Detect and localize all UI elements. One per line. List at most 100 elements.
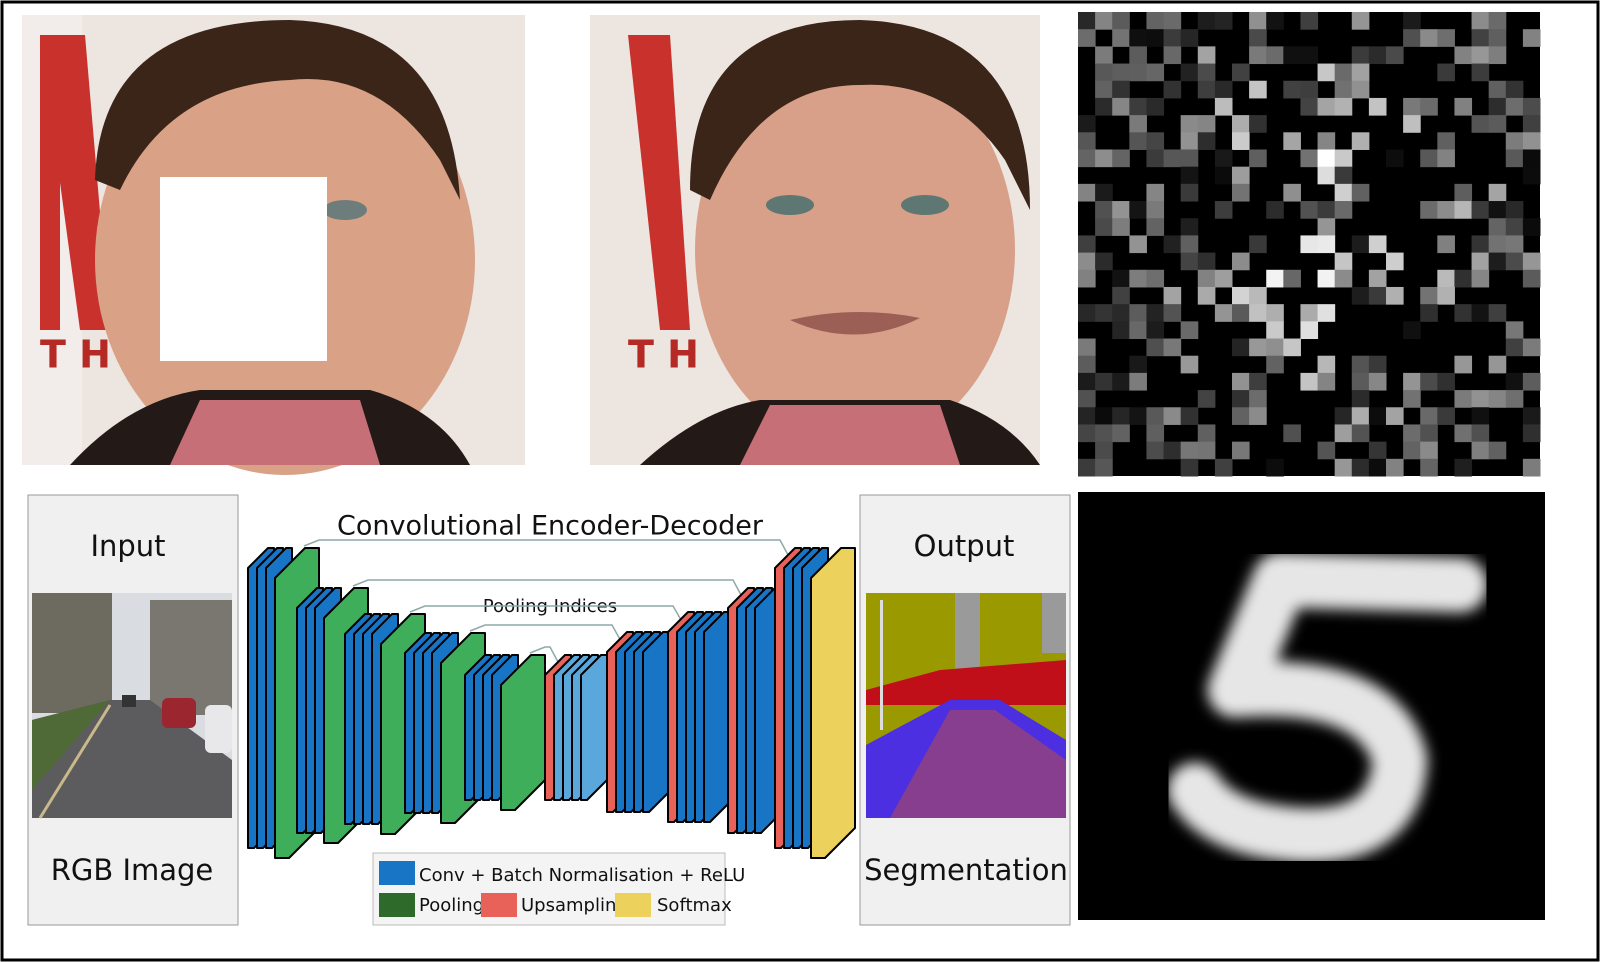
noise-cell xyxy=(1488,355,1507,374)
noise-cell xyxy=(1078,132,1096,150)
noise-cell xyxy=(1351,63,1370,82)
noise-cell xyxy=(1112,149,1130,168)
noise-cell xyxy=(1232,166,1250,185)
pooling-link xyxy=(529,646,566,676)
noise-cell xyxy=(1146,424,1165,443)
noise-cell xyxy=(1180,218,1199,236)
noise-cell xyxy=(1368,235,1387,254)
noise-cell xyxy=(1249,80,1267,99)
noise-cell xyxy=(1197,63,1216,82)
noise-cell xyxy=(1351,132,1370,150)
noise-cell xyxy=(1454,46,1473,65)
noise-cell xyxy=(1146,132,1165,150)
noise-cell xyxy=(1095,149,1113,168)
noise-cell xyxy=(1300,372,1319,391)
noise-cell xyxy=(1232,115,1250,133)
noise-cell xyxy=(1129,407,1147,425)
noise-cell xyxy=(1283,269,1301,288)
noise-cell xyxy=(1351,46,1370,65)
noise-cell xyxy=(1163,46,1182,65)
noise-cell xyxy=(1471,12,1490,30)
noise-cell xyxy=(1488,304,1507,322)
noise-cell xyxy=(1454,355,1473,374)
noise-cell xyxy=(1420,304,1438,322)
noise-cell xyxy=(1129,355,1147,374)
noise-cell xyxy=(1112,321,1130,340)
noise-cell xyxy=(1129,304,1147,322)
noise-cell xyxy=(1180,63,1199,82)
layer-plate xyxy=(500,654,546,811)
noise-cell xyxy=(1454,201,1473,219)
noise-cell xyxy=(1471,201,1490,219)
noise-cell xyxy=(1232,338,1250,357)
noise-cell xyxy=(1300,235,1319,254)
noise-cell xyxy=(1283,424,1301,443)
noise-cell xyxy=(1112,97,1130,116)
noise-cell xyxy=(1522,166,1541,185)
noise-cell xyxy=(1437,286,1455,305)
noise-cell xyxy=(1471,63,1490,82)
noise-cell xyxy=(1522,269,1541,288)
noise-cell xyxy=(1488,115,1507,133)
layer-stacks xyxy=(247,547,856,859)
noise-cell xyxy=(1266,201,1284,219)
noise-cell xyxy=(1317,63,1336,82)
noise-cell xyxy=(1505,321,1524,340)
noise-cell xyxy=(1163,407,1182,425)
noise-cell xyxy=(1214,201,1233,219)
noise-cell xyxy=(1420,407,1438,425)
noise-cell xyxy=(1180,132,1199,150)
noise-cell xyxy=(1368,355,1387,374)
noise-cell xyxy=(1283,183,1301,202)
noise-cell xyxy=(1095,407,1113,425)
noise-cell xyxy=(1351,286,1370,305)
noise-cell xyxy=(1454,458,1473,477)
noise-cell xyxy=(1300,321,1319,340)
noise-cell xyxy=(1334,252,1353,271)
noise-cell xyxy=(1180,458,1199,477)
noise-cell xyxy=(1129,115,1147,133)
noise-cell xyxy=(1163,441,1182,460)
noise-cell xyxy=(1522,218,1541,236)
noise-cell xyxy=(1214,12,1233,30)
noise-cell xyxy=(1078,235,1096,254)
noise-cell xyxy=(1454,424,1473,443)
noise-cell xyxy=(1403,115,1421,133)
noise-cell xyxy=(1146,441,1165,460)
noise-cell xyxy=(1522,29,1541,47)
noise-cell xyxy=(1351,355,1370,374)
noise-cell xyxy=(1471,441,1490,460)
noise-cell xyxy=(1232,304,1250,322)
noise-cell xyxy=(1522,407,1541,425)
noise-cell xyxy=(1146,269,1165,288)
noise-cell xyxy=(1197,80,1216,99)
noise-cell xyxy=(1317,304,1336,322)
layer-plate xyxy=(642,631,670,813)
noise-cell xyxy=(1095,201,1113,219)
noise-cell xyxy=(1368,286,1387,305)
noise-cell xyxy=(1386,286,1404,305)
noise-cell xyxy=(1129,269,1147,288)
noise-cell xyxy=(1197,252,1216,271)
noise-cell xyxy=(1095,63,1113,82)
noise-cell xyxy=(1129,372,1147,391)
noise-cell xyxy=(1078,115,1096,133)
noise-cell xyxy=(1129,235,1147,254)
noise-cell xyxy=(1078,407,1096,425)
noise-cell xyxy=(1317,235,1336,254)
noise-cell xyxy=(1078,149,1096,168)
noise-cell xyxy=(1232,286,1250,305)
noise-cell xyxy=(1403,97,1421,116)
noise-cell xyxy=(1351,390,1370,408)
noise-cell xyxy=(1180,183,1199,202)
noise-cell xyxy=(1420,424,1438,443)
noise-cell xyxy=(1266,304,1284,322)
noise-cell xyxy=(1488,218,1507,236)
noise-cell xyxy=(1386,149,1404,168)
noise-cell xyxy=(1214,304,1233,322)
noise-cell xyxy=(1334,407,1353,425)
noise-cell xyxy=(1197,441,1216,460)
noise-cell xyxy=(1505,390,1524,408)
noise-cell xyxy=(1095,97,1113,116)
